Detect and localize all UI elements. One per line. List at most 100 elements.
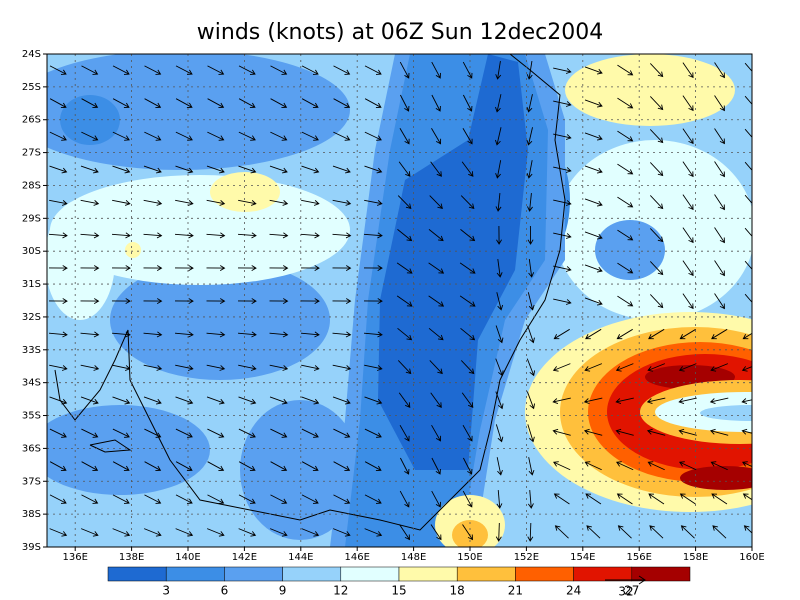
lon-tick-label: 138E <box>119 552 144 563</box>
map-title: winds (knots) at 06Z Sun 12dec2004 <box>197 20 603 45</box>
wind-arrow <box>646 428 666 436</box>
wind-arrow <box>270 98 288 108</box>
wind-arrow <box>553 199 572 206</box>
lat-tick-label: 30S <box>22 246 41 257</box>
wind-arrow <box>678 428 697 436</box>
wind-arrow <box>584 132 603 141</box>
wind-arrow <box>649 96 664 111</box>
wind-arrow <box>682 62 694 79</box>
lat-tick-label: 29S <box>22 213 41 224</box>
wind-arrow <box>398 392 411 408</box>
wind-arrow <box>495 160 502 179</box>
wind-arrow <box>710 363 729 372</box>
wind-arrow <box>144 65 162 75</box>
wind-arrow <box>682 95 694 112</box>
colorbar-box <box>573 566 633 582</box>
wind-arrow <box>553 67 572 74</box>
wind-arrow <box>616 328 633 340</box>
wind-arrow <box>741 428 752 435</box>
wind-arrow <box>553 493 570 505</box>
wind-arrow <box>462 128 473 145</box>
wind-arrow <box>175 428 193 438</box>
wind-arrow <box>206 199 226 206</box>
wind-arrow <box>649 261 664 276</box>
lat-tick-label: 36S <box>22 443 41 454</box>
wind-arrow <box>649 294 664 309</box>
wind-arrow <box>617 64 634 76</box>
wind-arrow <box>679 328 696 340</box>
wind-arrow <box>616 493 633 505</box>
wind-arrow <box>237 265 257 272</box>
wind-arrow <box>460 229 476 242</box>
wind-arrow <box>112 396 131 405</box>
wind-arrow <box>496 225 503 245</box>
wind-arrow <box>495 424 504 443</box>
wind-arrow <box>526 94 533 113</box>
wind-arrow <box>333 65 351 75</box>
wind-arrow <box>431 128 442 145</box>
wind-arrow <box>332 199 352 206</box>
wind-arrow <box>462 424 473 442</box>
wind-arrow <box>49 98 67 108</box>
wind-arrow <box>301 65 319 75</box>
wind-arrow <box>399 424 410 442</box>
wind-arrow <box>112 65 130 75</box>
wind-arrow <box>269 364 289 371</box>
wind-arrow <box>49 199 68 206</box>
wind-arrow <box>617 262 634 274</box>
colorbar-box <box>282 566 342 582</box>
wind-arrow <box>397 195 412 210</box>
lat-tick-label: 37S <box>22 476 41 487</box>
wind-arrow <box>649 129 664 144</box>
wind-arrow <box>744 161 752 171</box>
wind-arrow <box>742 461 752 467</box>
wind-arrow <box>175 461 193 471</box>
wind-arrow <box>397 360 412 375</box>
wind-arrow <box>711 493 728 505</box>
wind-arrow <box>301 428 319 438</box>
wind-arrow <box>332 298 352 305</box>
wind-arrow <box>363 232 383 239</box>
wind-arrow <box>714 62 725 79</box>
wind-arrow <box>526 127 533 146</box>
wind-arrow <box>143 199 163 206</box>
wind-arrow <box>332 165 351 174</box>
wind-arrow <box>678 397 697 404</box>
wind-arrow <box>80 528 99 537</box>
lat-tick-label: 28S <box>22 180 41 191</box>
wind-arrow <box>714 260 725 277</box>
wind-arrow <box>269 265 289 272</box>
wind-arrow <box>649 525 664 539</box>
wind-arrow <box>332 528 351 537</box>
wind-arrow <box>682 293 694 310</box>
wind-arrow <box>80 199 100 206</box>
wind-arrow <box>174 265 194 272</box>
wind-arrow <box>332 396 351 405</box>
vector-key-label: 32 <box>618 585 633 599</box>
wind-arrow <box>743 525 752 534</box>
lon-tick-label: 144E <box>288 552 313 563</box>
wind-arrow <box>81 65 99 75</box>
colorbar-box <box>224 566 283 582</box>
wind-arrow <box>709 428 729 436</box>
wind-arrow <box>363 265 383 272</box>
wind-arrow <box>143 331 163 338</box>
wind-arrow <box>617 229 634 241</box>
colorbar-box <box>631 566 691 582</box>
wind-arrow <box>301 528 320 537</box>
wind-arrow <box>679 493 696 505</box>
wind-arrow <box>742 332 752 340</box>
wind-arrow <box>269 528 288 537</box>
wind-arrow <box>300 265 320 272</box>
colorbar-label: 3 <box>162 584 170 598</box>
wind-arrow <box>399 490 410 508</box>
wind-vectors <box>48 61 752 542</box>
map-frame <box>46 53 753 548</box>
lat-tick-label: 32S <box>22 312 41 323</box>
wind-arrow <box>617 196 634 208</box>
wind-arrow <box>617 163 634 175</box>
wind-arrow <box>744 227 752 237</box>
wind-arrow <box>237 331 257 338</box>
lon-tick-label: 146E <box>344 552 369 563</box>
wind-arrow <box>49 131 67 141</box>
